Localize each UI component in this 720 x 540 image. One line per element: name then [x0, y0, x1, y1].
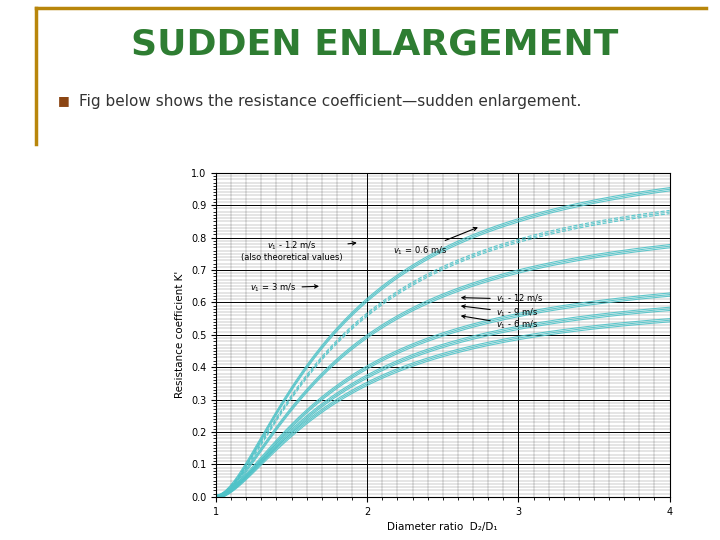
Y-axis label: Resistance coefficient K': Resistance coefficient K'	[176, 271, 185, 399]
Text: $v_1$ - 9 m/s: $v_1$ - 9 m/s	[462, 305, 538, 319]
Text: $v_1$ = 0.6 m/s: $v_1$ = 0.6 m/s	[393, 227, 477, 257]
Text: $v_1$ - 12 m/s: $v_1$ - 12 m/s	[462, 293, 543, 306]
X-axis label: Diameter ratio  D₂/D₁: Diameter ratio D₂/D₁	[387, 522, 498, 532]
Text: SUDDEN ENLARGEMENT: SUDDEN ENLARGEMENT	[131, 27, 618, 61]
Text: $v_1$ - 1.2 m/s
(also theoretical values): $v_1$ - 1.2 m/s (also theoretical values…	[240, 239, 356, 262]
Text: $v_1$ - 6 m/s: $v_1$ - 6 m/s	[462, 315, 538, 332]
Text: ■: ■	[58, 94, 69, 107]
Text: $v_1$ = 3 m/s: $v_1$ = 3 m/s	[251, 281, 318, 294]
Text: Fig below shows the resistance coefficient—sudden enlargement.: Fig below shows the resistance coefficie…	[79, 94, 582, 109]
